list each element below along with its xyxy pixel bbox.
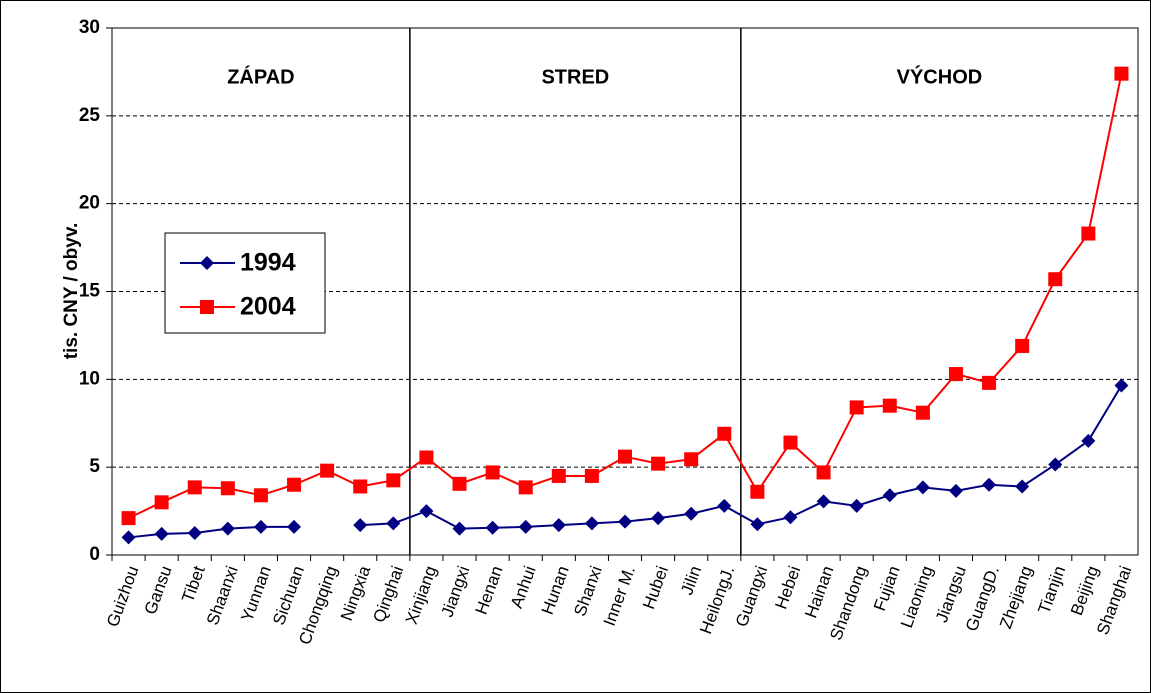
legend-box — [164, 232, 326, 334]
y-tick-label: 15 — [79, 281, 101, 302]
data-point — [1114, 66, 1129, 81]
data-point — [982, 375, 997, 390]
data-point — [717, 426, 732, 441]
data-point — [220, 521, 235, 536]
data-point — [154, 495, 169, 510]
data-point — [1081, 226, 1096, 241]
legend-label: 2004 — [240, 293, 296, 321]
data-point — [485, 520, 500, 535]
data-point — [584, 468, 599, 483]
data-point — [187, 526, 202, 541]
data-point — [551, 468, 566, 483]
data-point — [452, 476, 467, 491]
data-point — [651, 456, 666, 471]
data-point — [684, 452, 699, 467]
data-point — [220, 481, 235, 496]
data-point — [618, 449, 632, 464]
data-point — [982, 477, 997, 492]
data-point — [154, 526, 169, 541]
y-tick-label: 20 — [79, 193, 100, 214]
data-point — [915, 480, 930, 495]
data-point — [783, 435, 798, 450]
data-point — [750, 517, 765, 532]
data-point — [287, 477, 302, 492]
legend-marker — [200, 300, 214, 314]
data-point — [287, 519, 302, 534]
data-point — [717, 498, 732, 513]
data-point — [121, 530, 136, 545]
data-point — [618, 514, 632, 529]
data-point — [187, 480, 202, 495]
data-point — [1081, 433, 1096, 448]
data-point — [320, 463, 335, 478]
data-point — [518, 519, 533, 534]
data-point — [253, 488, 268, 503]
data-point — [551, 518, 566, 533]
region-label: VÝCHOD — [897, 64, 983, 88]
data-point — [353, 479, 368, 494]
data-point — [386, 516, 401, 531]
data-point — [684, 506, 699, 521]
legend-label: 1994 — [240, 249, 296, 277]
data-point — [419, 450, 434, 465]
data-point — [584, 516, 599, 531]
data-point — [386, 473, 401, 488]
data-point — [452, 521, 467, 536]
y-tick-label: 10 — [79, 368, 100, 389]
data-point — [518, 480, 533, 495]
data-point — [915, 405, 930, 420]
data-point — [651, 511, 666, 526]
y-tick-label: 0 — [89, 544, 100, 565]
data-point — [419, 504, 434, 519]
data-point — [1015, 338, 1030, 353]
data-point — [816, 465, 831, 480]
data-point — [882, 488, 897, 503]
data-point — [253, 519, 268, 534]
data-point — [1048, 272, 1063, 287]
data-point — [353, 518, 368, 533]
y-tick-label: 30 — [79, 17, 100, 38]
data-point — [849, 498, 864, 513]
plot-border — [111, 27, 1139, 556]
data-point — [121, 511, 136, 526]
region-label: ZÁPAD — [227, 65, 294, 88]
y-tick-label: 5 — [89, 456, 100, 477]
data-point — [948, 483, 963, 498]
data-point — [485, 465, 500, 480]
y-tick-label: 25 — [79, 105, 101, 126]
data-point — [750, 484, 765, 499]
data-point — [1114, 378, 1129, 393]
data-point — [849, 400, 864, 415]
data-point — [948, 367, 963, 382]
legend-marker — [200, 256, 214, 270]
y-axis-title: tis. CNY / obyv. — [61, 223, 82, 360]
data-point — [783, 510, 798, 525]
data-point — [816, 494, 831, 509]
data-point — [1015, 479, 1030, 494]
region-label: STRED — [541, 66, 609, 88]
data-point — [882, 398, 897, 413]
data-point — [1048, 457, 1063, 472]
